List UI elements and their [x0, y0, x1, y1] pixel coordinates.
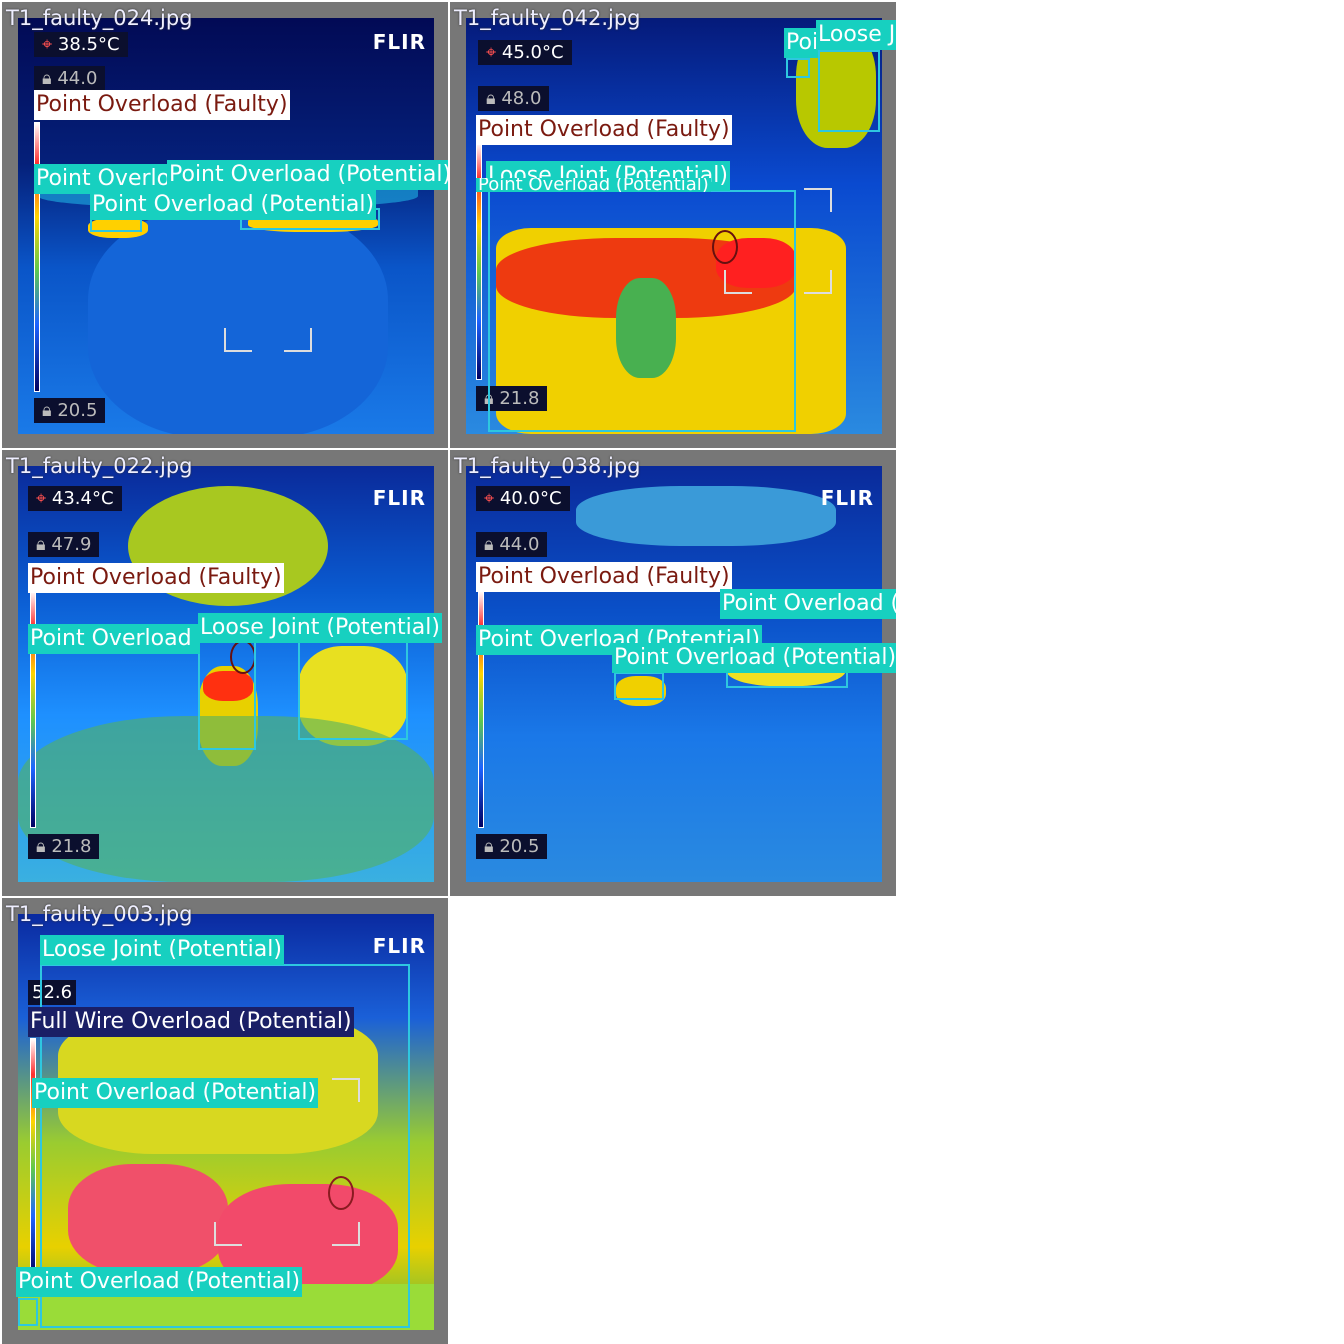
- detection-box[interactable]: [786, 58, 810, 78]
- image-filename: T1_faulty_003.jpg: [6, 902, 193, 926]
- min-temp-readout: 🔒︎ 21.8: [28, 834, 100, 859]
- detection-label: Point Overload (Potential): [720, 589, 896, 619]
- image-tile-4[interactable]: T1_faulty_038.jpg ⌖ 40.0°C 🔒︎ 44.0 🔒︎ 20…: [450, 450, 896, 896]
- crosshair-icon: ⌖: [484, 488, 495, 509]
- min-temp-readout: 🔒︎ 20.5: [476, 834, 548, 859]
- image-filename: T1_faulty_024.jpg: [6, 6, 193, 30]
- measurement-reticle: [214, 1078, 360, 1246]
- image-tile-5[interactable]: T1_faulty_003.jpg 52.6 FLIR Loose Joint …: [2, 898, 448, 1344]
- min-temp-readout: 🔒︎ 20.5: [34, 398, 106, 423]
- detection-label: Point Overload (Faulty): [34, 90, 290, 120]
- lock-icon: 🔒︎: [42, 68, 52, 89]
- image-tile-2[interactable]: T1_faulty_042.jpg ⌖ 45.0°C 🔒︎ 48.0 🔒︎ 21…: [450, 2, 896, 448]
- detection-label: Point Overload (Faulty): [476, 562, 732, 592]
- detection-label: Point Overload (Faulty): [28, 563, 284, 593]
- detection-label: Loose Joint (Potential): [816, 20, 896, 50]
- crosshair-icon: ⌖: [36, 488, 47, 509]
- measurement-reticle: [224, 212, 312, 352]
- flir-logo: FLIR: [820, 486, 874, 510]
- image-filename: T1_faulty_042.jpg: [454, 6, 641, 30]
- detection-box[interactable]: [298, 640, 408, 740]
- detection-label: Point Overload (Potential): [167, 160, 448, 190]
- detection-label: Point Overload (Potential): [476, 178, 711, 192]
- temperature-scale-bar: [30, 1038, 36, 1276]
- flir-logo: FLIR: [372, 934, 426, 958]
- measurement-reticle: [724, 188, 832, 294]
- detection-label: Loose Joint (Potential): [40, 935, 284, 965]
- detection-label: Point Overload (Faulty): [476, 115, 732, 145]
- detection-box[interactable]: [614, 672, 664, 700]
- detection-box[interactable]: [488, 190, 796, 432]
- detection-label: Point Overload (Potential): [32, 1078, 319, 1108]
- lock-icon: 🔒︎: [486, 88, 496, 109]
- detection-box[interactable]: [818, 50, 880, 132]
- detection-label: Point Overload (Potential): [34, 164, 168, 194]
- max-temp-readout: 52.6: [28, 980, 77, 1005]
- thermal-image: [18, 466, 434, 882]
- detection-label: Point Overload (Potential): [784, 28, 818, 58]
- detection-label: Full Wire Overload (Potential): [28, 1007, 354, 1037]
- detection-label: Point Overload (Potential): [28, 624, 200, 654]
- detection-box[interactable]: [18, 1298, 38, 1326]
- detection-label: Point Overload (Potential): [90, 190, 377, 220]
- detection-label: Point Overload (Potential): [476, 625, 763, 655]
- max-temp-readout: 🔒︎ 44.0: [34, 66, 106, 91]
- lock-icon: 🔒︎: [36, 836, 46, 857]
- detection-label: Point Overload (Potential): [612, 643, 896, 673]
- detection-box[interactable]: [198, 640, 256, 750]
- lock-icon: 🔒︎: [484, 534, 494, 555]
- temperature-scale-bar: [34, 122, 40, 392]
- thermal-image: [466, 18, 882, 434]
- hotspot-marker: [712, 230, 738, 264]
- image-filename: T1_faulty_022.jpg: [6, 454, 193, 478]
- spot-temp-readout: ⌖ 43.4°C: [28, 486, 122, 511]
- hotspot-marker: [328, 1176, 354, 1210]
- detection-label: Loose Joint (Potential): [198, 613, 442, 643]
- max-temp-readout: 🔒︎ 47.9: [28, 532, 100, 557]
- image-tile-1[interactable]: T1_faulty_024.jpg ⌖ 38.5°C 🔒︎ 44.0 🔒︎ 20…: [2, 2, 448, 448]
- crosshair-icon: ⌖: [42, 34, 53, 55]
- lock-icon: 🔒︎: [42, 400, 52, 421]
- spot-temp-readout: ⌖ 40.0°C: [476, 486, 570, 511]
- detection-box[interactable]: [40, 964, 410, 1328]
- flir-logo: FLIR: [372, 486, 426, 510]
- crosshair-icon: ⌖: [486, 42, 497, 63]
- image-tile-3[interactable]: T1_faulty_022.jpg ⌖ 43.4°C 🔒︎ 47.9 🔒︎ 21…: [2, 450, 448, 896]
- spot-temp-readout: ⌖ 38.5°C: [34, 32, 128, 57]
- image-filename: T1_faulty_038.jpg: [454, 454, 641, 478]
- detection-label: Point Overload (Potential): [16, 1267, 303, 1297]
- max-temp-readout: 🔒︎ 48.0: [478, 86, 550, 111]
- lock-icon: 🔒︎: [484, 836, 494, 857]
- max-temp-readout: 🔒︎ 44.0: [476, 532, 548, 557]
- flir-logo: FLIR: [372, 30, 426, 54]
- spot-temp-readout: ⌖ 45.0°C: [478, 40, 572, 65]
- lock-icon: 🔒︎: [36, 534, 46, 555]
